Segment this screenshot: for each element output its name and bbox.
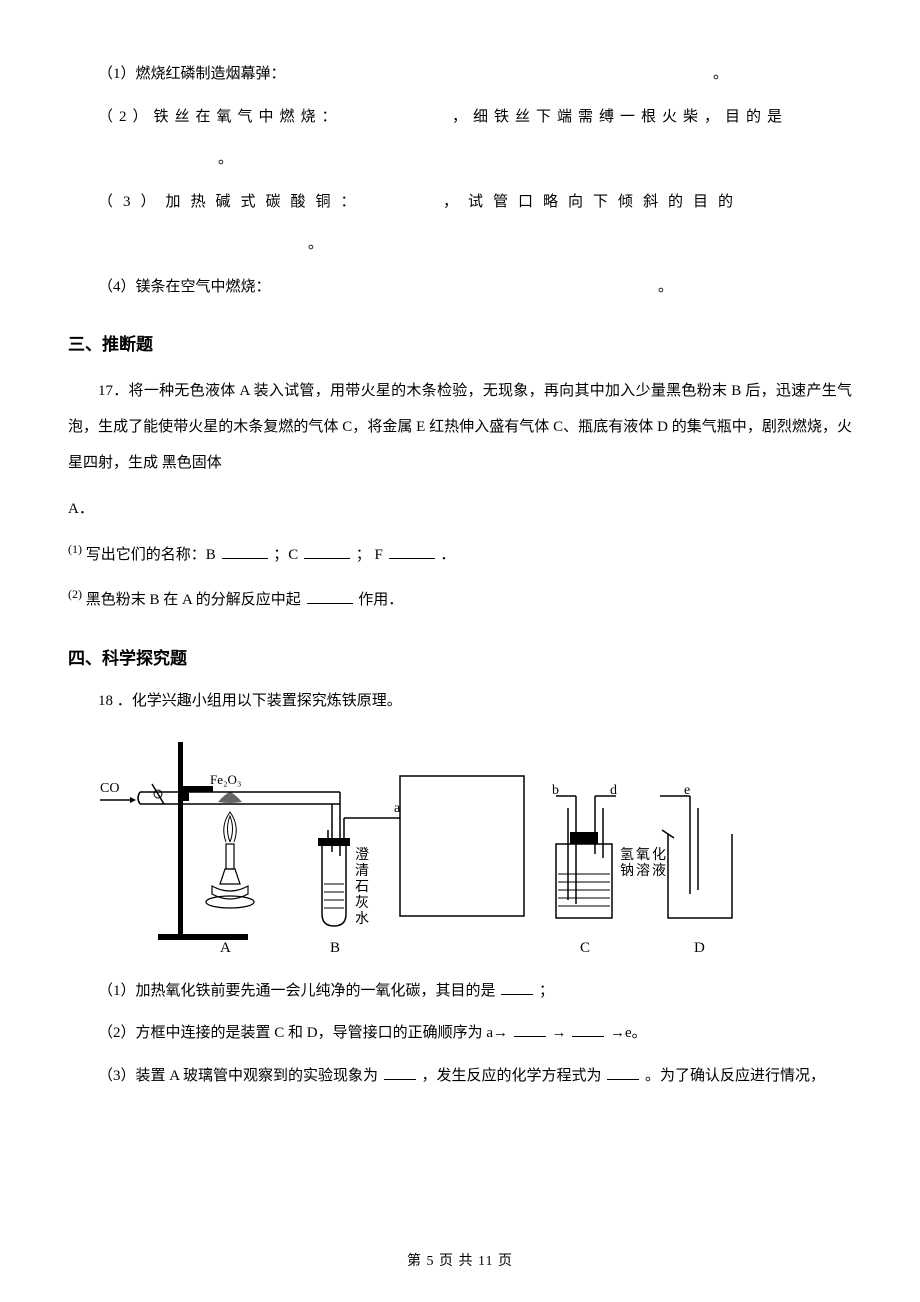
label-b-liquid: 澄清石灰水 xyxy=(355,847,369,927)
q16-item2a: （2）铁丝在氧气中燃烧： xyxy=(98,109,343,125)
q16-item3a: （3）加热碱式碳酸铜： xyxy=(98,194,366,210)
q18-intro: 18 ．化学兴趣小组用以下装置探究炼铁原理。 xyxy=(68,687,852,716)
q18-sub3-a: （3）装置 A 玻璃管中观察到的实验现象为 xyxy=(98,1068,378,1084)
page-root: （1）燃烧红磷制造烟幕弹： 。 （2）铁丝在氧气中燃烧： ，细铁丝下端需缚一根火… xyxy=(0,0,920,1302)
q16-item3-line2: 。 xyxy=(308,230,852,259)
q18-sub1-post: ； xyxy=(539,983,554,999)
q18-sub1: （1）加热氧化铁前要先通一会儿纯净的一氧化碳，其目的是 ； xyxy=(68,977,852,1006)
q17-sub1-pre: 写出它们的名称：B xyxy=(86,547,220,563)
q16-item3-line1: （3）加热碱式碳酸铜： ，试管口略向下倾斜的目的 xyxy=(68,188,852,217)
blank xyxy=(222,544,268,559)
label-fe2o3: Fe₂O₃ xyxy=(210,772,241,787)
q18-sub3-c: 。为了确认反应进行情况， xyxy=(645,1068,825,1084)
blank xyxy=(304,544,350,559)
label-D: D xyxy=(694,940,705,956)
q18-sub3: （3）装置 A 玻璃管中观察到的实验现象为 ，发生反应的化学方程式为 。为了确认… xyxy=(68,1062,852,1091)
label-co: CO xyxy=(100,781,119,796)
page-footer: 第 5 页 共 11 页 xyxy=(68,1249,852,1276)
label-C: C xyxy=(580,940,590,956)
q18-sub2-mid: → xyxy=(552,1025,567,1041)
q17-sub2-end: 作用． xyxy=(358,592,403,608)
section3-heading: 三、推断题 xyxy=(68,329,852,361)
q16-item3b: ，试管口略向下倾斜的目的 xyxy=(443,194,743,210)
q17-sub1-num: (1) xyxy=(68,542,82,556)
q17-body: 17．将一种无色液体 A 装入试管，用带火星的木条检验，无现象，再向其中加入少量… xyxy=(68,373,852,481)
q18-sub2-post: →e。 xyxy=(610,1025,647,1041)
q16-item2-period: 。 xyxy=(218,151,233,167)
q17-a: A． xyxy=(68,495,852,524)
q16-item4-period: 。 xyxy=(658,279,673,295)
blank xyxy=(389,544,435,559)
label-A: A xyxy=(220,940,231,956)
blank xyxy=(501,980,533,995)
q16-item1-text: （1）燃烧红磷制造烟幕弹： xyxy=(98,66,286,82)
q16-item4-line: （4）镁条在空气中燃烧： 。 xyxy=(68,273,852,302)
q16-item1-period: 。 xyxy=(713,66,728,82)
section4-heading: 四、科学探究题 xyxy=(68,643,852,675)
q17-sub1-mid2: ； F xyxy=(356,547,387,563)
q16-item2-line2: 。 xyxy=(218,145,852,174)
q18-sub2-pre: （2）方框中连接的是装置 C 和 D，导管接口的正确顺序为 a→ xyxy=(98,1025,508,1041)
q16-item4-text: （4）镁条在空气中燃烧： xyxy=(98,279,271,295)
q17-sub2: (2) 黑色粉末 B 在 A 的分解反应中起 作用． xyxy=(68,583,852,615)
label-B: B xyxy=(330,940,340,956)
apparatus-diagram: CO Fe₂O₃ xyxy=(100,734,740,959)
q17-sub1-end: ． xyxy=(440,547,455,563)
q17-sub2-num: (2) xyxy=(68,587,82,601)
blank xyxy=(514,1023,546,1038)
q18-sub3-b: ，发生反应的化学方程式为 xyxy=(422,1068,602,1084)
blank xyxy=(607,1065,639,1080)
q16-item1-line: （1）燃烧红磷制造烟幕弹： 。 xyxy=(68,60,852,89)
label-c-liquid: 氢氧化钠溶液 xyxy=(620,847,666,879)
q17-sub1-mid1: ；C xyxy=(273,547,302,563)
q18-sub1-pre: （1）加热氧化铁前要先通一会儿纯净的一氧化碳，其目的是 xyxy=(98,983,496,999)
blank xyxy=(384,1065,416,1080)
q18-figure: CO Fe₂O₃ xyxy=(100,734,852,959)
q17-sub2-pre: 黑色粉末 B 在 A 的分解反应中起 xyxy=(86,592,305,608)
blank xyxy=(572,1023,604,1038)
q16-item2-line1: （2）铁丝在氧气中燃烧： ，细铁丝下端需缚一根火柴，目的是 xyxy=(68,103,852,132)
q17-sub1: (1) 写出它们的名称：B ；C ； F ． xyxy=(68,538,852,570)
q18-sub2: （2）方框中连接的是装置 C 和 D，导管接口的正确顺序为 a→ → →e。 xyxy=(68,1019,852,1048)
q16-item2b: ，细铁丝下端需缚一根火柴，目的是 xyxy=(452,109,788,125)
q16-item3-period: 。 xyxy=(308,236,323,252)
blank xyxy=(307,590,353,605)
